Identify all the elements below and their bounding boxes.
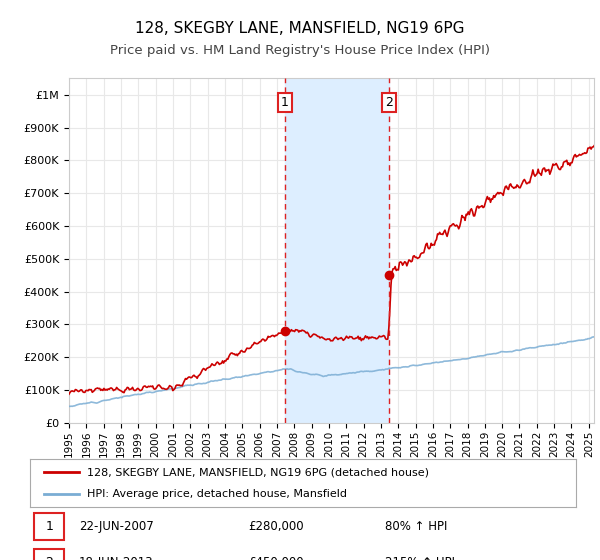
Bar [34,549,64,560]
Text: 18-JUN-2013: 18-JUN-2013 [79,556,154,560]
Text: 80% ↑ HPI: 80% ↑ HPI [385,520,447,533]
Text: 1: 1 [281,96,289,109]
Text: HPI: Average price, detached house, Mansfield: HPI: Average price, detached house, Mans… [88,489,347,499]
Bar [34,512,64,540]
Text: £280,000: £280,000 [248,520,304,533]
Bar [285,78,389,423]
Text: 1: 1 [46,520,53,533]
Text: 215% ↑ HPI: 215% ↑ HPI [385,556,455,560]
Text: 22-JUN-2007: 22-JUN-2007 [79,520,154,533]
Text: 2: 2 [46,556,53,560]
Text: 128, SKEGBY LANE, MANSFIELD, NG19 6PG: 128, SKEGBY LANE, MANSFIELD, NG19 6PG [135,21,465,36]
Text: 128, SKEGBY LANE, MANSFIELD, NG19 6PG (detached house): 128, SKEGBY LANE, MANSFIELD, NG19 6PG (d… [88,467,430,477]
Text: Price paid vs. HM Land Registry's House Price Index (HPI): Price paid vs. HM Land Registry's House … [110,44,490,57]
Text: 2: 2 [385,96,393,109]
Text: £450,000: £450,000 [248,556,304,560]
